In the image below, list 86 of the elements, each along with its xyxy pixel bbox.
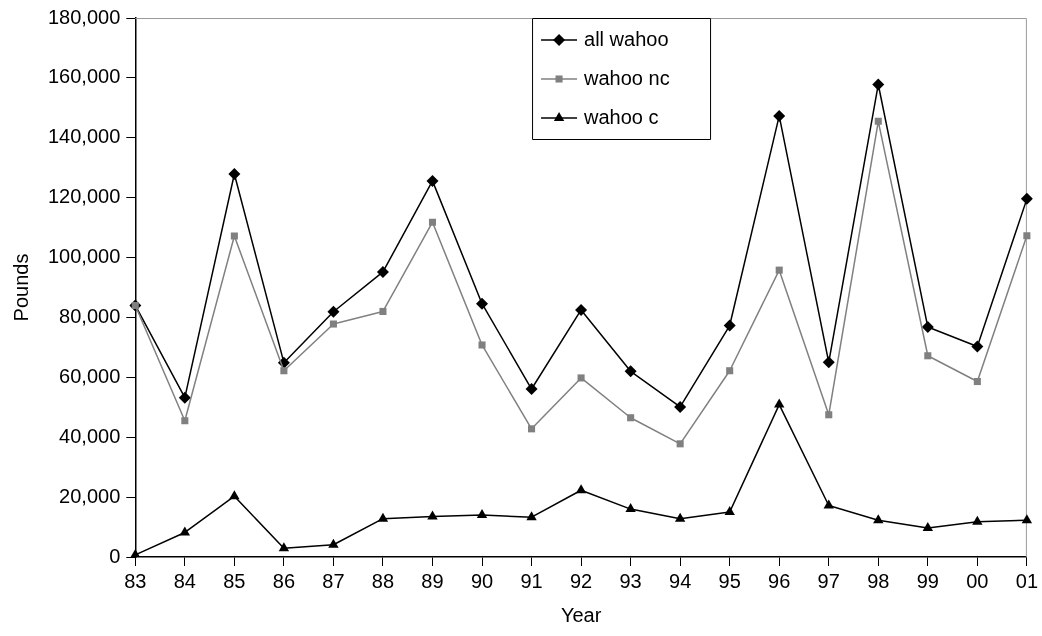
legend-label: all wahoo	[584, 27, 669, 50]
point	[726, 367, 734, 375]
point	[922, 521, 934, 531]
point	[624, 365, 637, 378]
point	[874, 117, 882, 125]
point	[1020, 192, 1033, 205]
point	[280, 367, 288, 375]
y-tick-label: 20,000	[59, 484, 121, 507]
y-tick-label: 140,000	[48, 125, 121, 148]
point	[428, 218, 437, 226]
x-tick-label: 87	[322, 569, 345, 592]
point	[774, 398, 785, 408]
x-tick-label: 91	[520, 569, 543, 592]
point	[577, 374, 585, 382]
x-tick-label: 95	[718, 569, 741, 592]
x-tick-label: 83	[124, 569, 147, 592]
point	[476, 509, 488, 519]
point	[228, 168, 241, 181]
x-tick-label: 88	[371, 569, 395, 592]
x-tick-label: 84	[173, 569, 196, 592]
point	[575, 303, 588, 316]
point	[625, 503, 636, 513]
point	[575, 484, 587, 494]
x-tick-label: 98	[867, 569, 890, 592]
y-tick-label: 40,000	[59, 424, 121, 447]
point	[973, 377, 981, 386]
point	[476, 297, 489, 310]
point	[972, 515, 983, 525]
legend-label: wahoo nc	[583, 66, 670, 89]
x-tick-label: 99	[916, 569, 939, 592]
y-tick-label: 60,000	[59, 364, 121, 387]
point	[921, 321, 934, 334]
x-tick-label: 94	[669, 569, 692, 592]
point	[426, 174, 439, 187]
x-tick-label: 93	[619, 569, 642, 592]
y-tick-label: 180,000	[48, 5, 121, 28]
x-tick-label: 97	[817, 569, 840, 592]
point	[178, 391, 191, 404]
point	[525, 383, 538, 396]
x-tick-label: 96	[768, 569, 791, 592]
point	[328, 538, 339, 548]
point	[674, 512, 686, 522]
point	[924, 352, 932, 360]
legend-label: wahoo c	[583, 105, 659, 128]
y-tick-label: 0	[109, 544, 121, 567]
point	[376, 265, 389, 278]
point	[773, 109, 786, 122]
x-tick-label: 92	[569, 569, 593, 592]
point	[825, 411, 833, 419]
point	[478, 341, 486, 349]
point	[379, 307, 387, 315]
point	[822, 356, 835, 369]
point	[872, 78, 885, 91]
x-tick-label: 89	[421, 569, 444, 592]
point	[130, 548, 141, 557]
point	[230, 232, 238, 240]
x-axis-title: Year	[560, 603, 602, 626]
point	[1023, 232, 1031, 240]
x-tick-label: 85	[223, 569, 246, 592]
point	[278, 542, 290, 552]
x-tick-label: 00	[966, 569, 989, 592]
y-tick-label: 100,000	[48, 245, 121, 268]
y-tick-label: 120,000	[48, 185, 121, 208]
y-axis-title: Pounds	[9, 253, 32, 322]
point	[971, 340, 984, 353]
y-tick-label: 160,000	[48, 65, 121, 88]
point	[1021, 514, 1033, 524]
point	[329, 320, 337, 328]
x-tick-label: 90	[470, 569, 494, 592]
point	[327, 305, 340, 318]
point	[181, 417, 189, 425]
x-tick-label: 86	[272, 569, 296, 592]
point	[724, 506, 735, 516]
point	[723, 319, 736, 332]
point	[775, 266, 783, 274]
point	[229, 490, 240, 500]
point	[676, 440, 684, 448]
point	[674, 400, 687, 413]
point	[526, 511, 537, 521]
point	[427, 510, 438, 520]
point	[377, 512, 389, 522]
x-tick-label: 01	[1015, 569, 1038, 592]
point	[627, 414, 635, 422]
point	[873, 514, 884, 524]
y-tick-label: 80,000	[59, 304, 121, 327]
point	[528, 425, 536, 433]
